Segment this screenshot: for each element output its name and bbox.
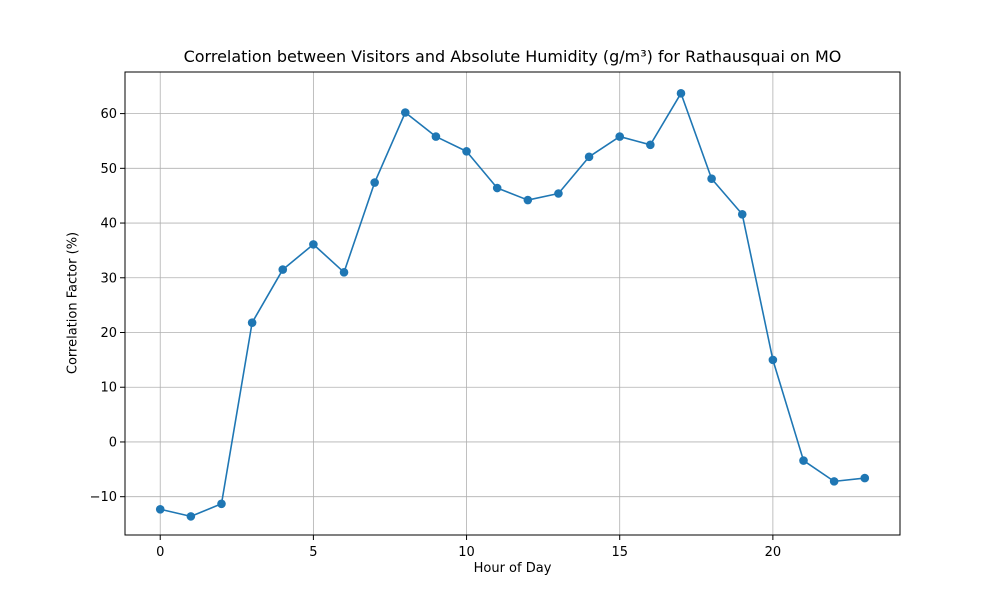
data-point: [492, 183, 502, 193]
data-point: [431, 132, 441, 141]
data-point: [370, 178, 379, 187]
y-tick-label: 40: [100, 217, 117, 232]
data-point: [186, 512, 196, 521]
data-point: [707, 174, 716, 184]
x-axis-label: Hour of Day: [473, 561, 552, 576]
data-point: [737, 209, 747, 219]
series-layer: [155, 89, 870, 521]
data-point: [676, 89, 686, 98]
x-tick-label: 20: [765, 545, 782, 560]
y-tick-label: 20: [100, 326, 117, 341]
y-tick-label: 50: [100, 162, 117, 177]
y-axis-label: Correlation Factor (%): [65, 231, 81, 375]
x-tick-label: 10: [458, 545, 475, 560]
data-point: [829, 477, 839, 486]
data-point: [523, 195, 533, 205]
series-line: [160, 92, 865, 518]
x-tick-label: 0: [156, 545, 164, 560]
data-point: [247, 318, 257, 327]
y-tick-label: 30: [100, 271, 117, 286]
y-tick-label: 0: [109, 435, 117, 450]
data-point: [217, 499, 226, 509]
data-point: [615, 132, 625, 141]
data-point: [155, 504, 165, 514]
data-point: [554, 189, 563, 198]
data-point: [768, 355, 778, 365]
data-point: [278, 265, 288, 274]
plot-frame: [124, 71, 901, 536]
data-point: [309, 240, 318, 249]
data-point: [584, 152, 594, 162]
y-tick-label: 10: [100, 381, 117, 396]
data-point: [462, 147, 471, 156]
data-point: [799, 456, 808, 465]
grid-layer: [125, 72, 900, 535]
x-tick-label: 5: [309, 545, 317, 560]
x-tick-label: 15: [611, 545, 628, 560]
data-point: [339, 268, 349, 277]
chart-title: Correlation between Visitors and Absolut…: [183, 47, 842, 66]
data-point: [860, 473, 870, 483]
data-point: [400, 108, 410, 117]
y-tick-label: 60: [100, 107, 117, 122]
data-point: [646, 140, 655, 150]
y-tick-label: −10: [90, 490, 117, 505]
tick-layer: 0 5 10 15 20 −10 0 10 20 30 40 50 60: [90, 107, 782, 560]
